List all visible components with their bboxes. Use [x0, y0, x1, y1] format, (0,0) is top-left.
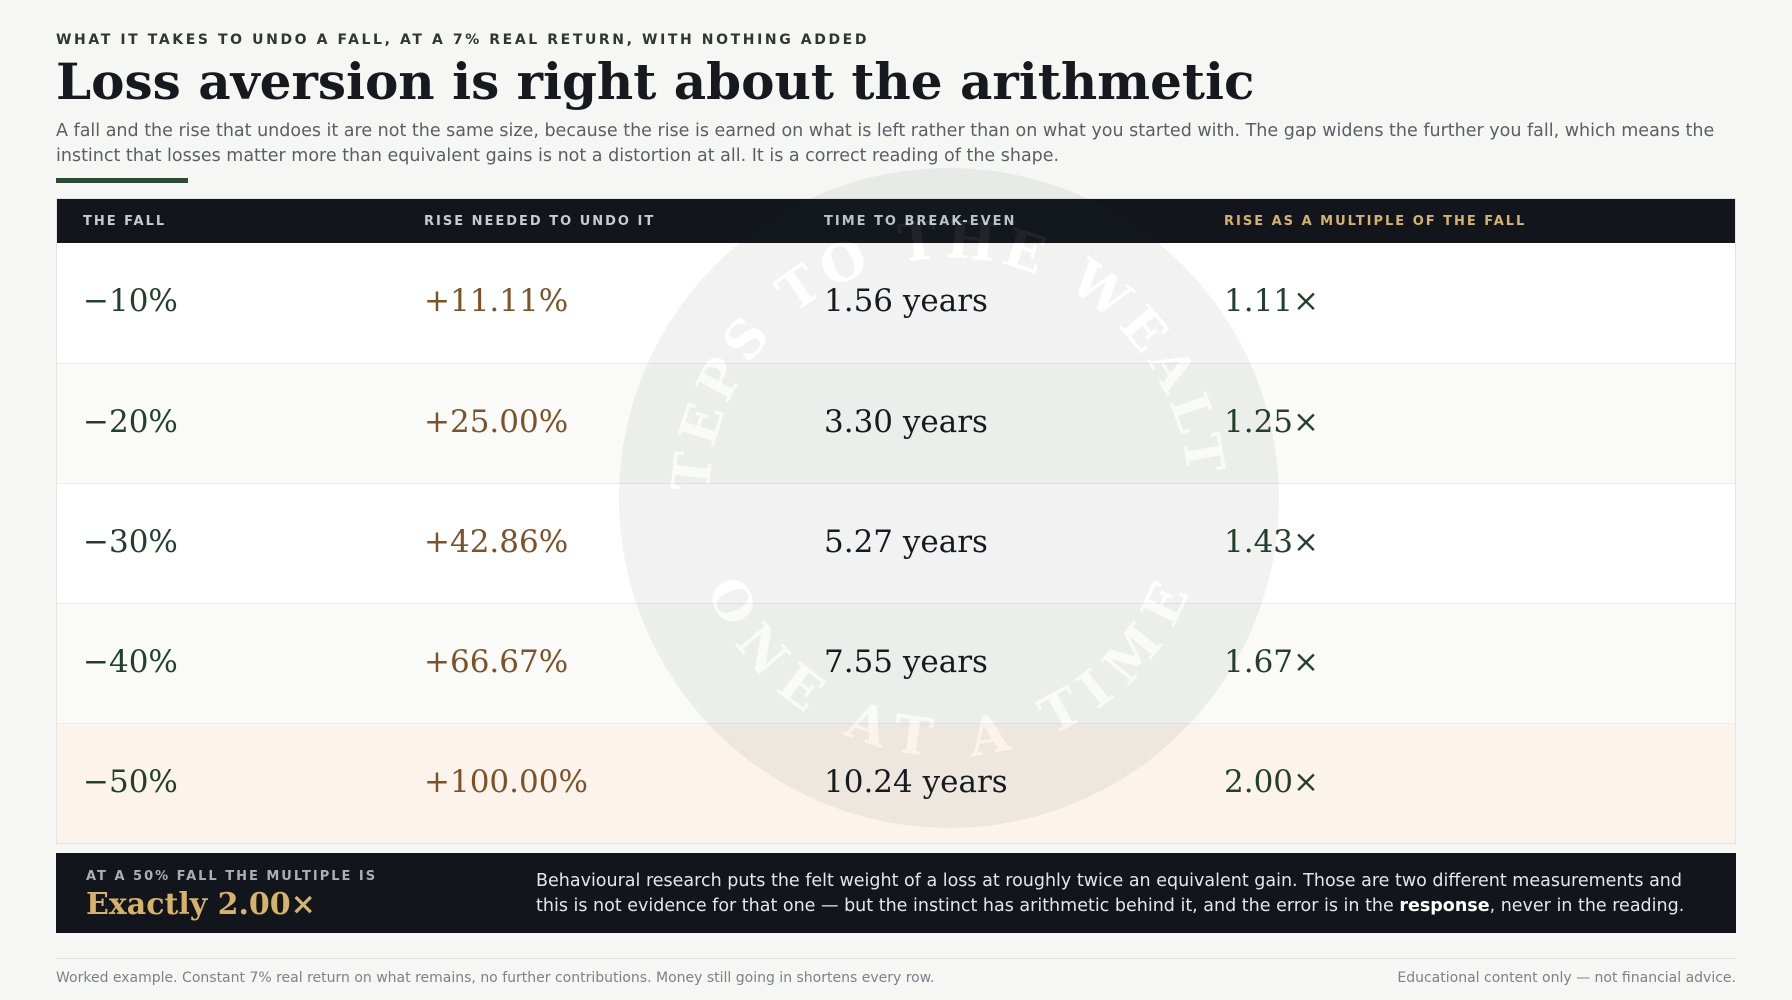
table-cell: −20% — [83, 404, 178, 440]
accent-rule — [56, 178, 188, 183]
table-cell: −50% — [83, 764, 178, 800]
table-cell: 1.25× — [1224, 404, 1319, 440]
table-cell: 10.24 years — [824, 764, 1008, 800]
table: THE FALL RISE NEEDED TO UNDO IT TIME TO BR… — [56, 198, 1736, 844]
table-cell: 2.00× — [1224, 764, 1319, 800]
intro: A fall and the rise that undoes it are n… — [56, 121, 1715, 166]
callout-value: Exactly 2.00× — [86, 887, 316, 922]
table-cell: 5.27 years — [824, 524, 988, 560]
table-row: −10% +11.11% 1.56 years 1.11× — [57, 243, 1735, 363]
table-cell: −40% — [83, 644, 178, 680]
footer-right: Educational content only — not financial… — [1397, 970, 1736, 986]
table-cell: 1.43× — [1224, 524, 1319, 560]
column-header: RISE AS A MULTIPLE OF THE FALL — [1224, 214, 1527, 229]
table-cell: +42.86% — [424, 524, 569, 560]
content: WHAT IT TAKES TO UNDO A FALL, AT A 7% RE… — [56, 0, 1736, 1000]
table-cell: 1.56 years — [824, 283, 988, 319]
table-cell: +66.67% — [424, 644, 569, 680]
table-cell: 3.30 years — [824, 404, 988, 440]
column-header: THE FALL — [83, 214, 167, 229]
table-row: −20% +25.00% 3.30 years 1.25× — [57, 363, 1735, 483]
table-row: −30% +42.86% 5.27 years 1.43× — [57, 483, 1735, 603]
table-body: −10% +11.11% 1.56 years 1.11× −20% +25.00% 3.3… — [57, 243, 1735, 843]
eyebrow: WHAT IT TAKES TO UNDO A FALL, AT A 7% RE… — [56, 32, 870, 48]
table-header: THE FALL RISE NEEDED TO UNDO IT TIME TO BR… — [57, 199, 1735, 243]
callout-text: Behavioural research puts the felt weigh… — [536, 869, 1716, 919]
footer-rule — [56, 958, 1736, 959]
column-header: RISE NEEDED TO UNDO IT — [424, 214, 656, 229]
table-cell: 1.11× — [1224, 283, 1319, 319]
table-cell: +100.00% — [424, 764, 588, 800]
table-cell: 1.67× — [1224, 644, 1319, 680]
callout-text-part: Behavioural research puts the felt weigh… — [536, 871, 1682, 916]
callout-bold: response — [1399, 896, 1490, 916]
column-header: TIME TO BREAK-EVEN — [824, 214, 1017, 229]
table-cell: +11.11% — [424, 283, 569, 319]
table-row: −50% +100.00% 10.24 years 2.00× — [57, 723, 1735, 843]
table-cell: −30% — [83, 524, 178, 560]
title: Loss aversion is right about the arithme… — [56, 52, 1255, 111]
table-row: −40% +66.67% 7.55 years 1.67× — [57, 603, 1735, 723]
callout-label: AT A 50% FALL THE MULTIPLE IS — [86, 869, 378, 884]
footer-left: Worked example. Constant 7% real return … — [56, 970, 935, 986]
callout: AT A 50% FALL THE MULTIPLE IS Exactly 2.… — [56, 853, 1736, 933]
table-cell: +25.00% — [424, 404, 569, 440]
table-cell: −10% — [83, 283, 178, 319]
table-cell: 7.55 years — [824, 644, 988, 680]
callout-text-part: , never in the reading. — [1489, 896, 1685, 916]
